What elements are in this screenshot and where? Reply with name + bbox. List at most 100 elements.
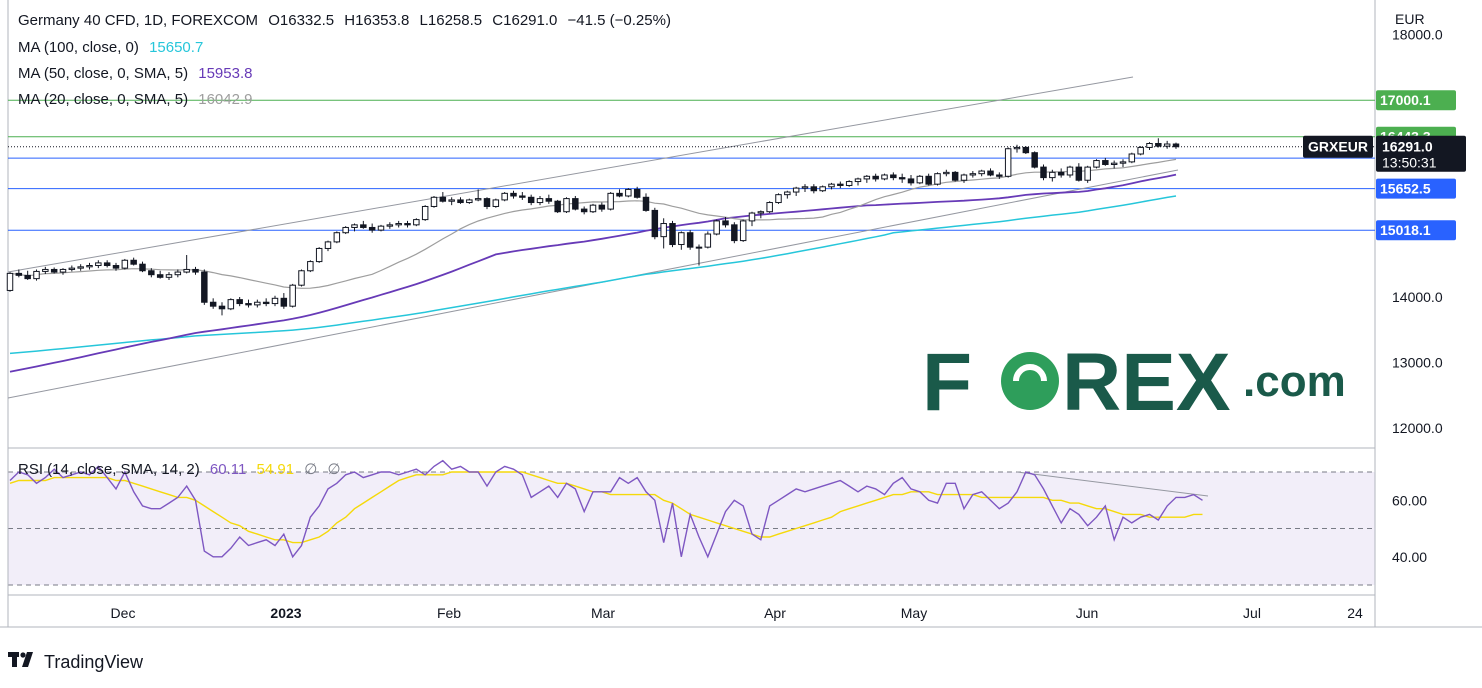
rsi-sma-line: [9, 471, 1203, 544]
ma50-legend[interactable]: MA (50, close, 0, SMA, 5) 15953.8: [18, 65, 258, 82]
candle: [103, 260, 111, 268]
candle-body-up: [792, 187, 800, 193]
candle-body-down: [1102, 160, 1109, 165]
candle-body-down: [996, 174, 1003, 177]
candle: [1163, 140, 1171, 149]
candle-body-up: [501, 192, 508, 201]
time-tick-label: Dec: [111, 605, 136, 621]
watermark-o-mark: [1013, 364, 1047, 382]
ma50-label: MA (50, close, 0, SMA, 5): [18, 65, 189, 82]
candle-body-up: [1119, 161, 1127, 164]
candle: [563, 197, 570, 214]
candle-body-down: [368, 226, 376, 231]
candle-body-up: [748, 212, 756, 222]
candle-body-up: [6, 272, 14, 291]
candle-body-up: [183, 268, 190, 273]
candle-body-down: [218, 305, 226, 310]
candle-body-down: [1040, 166, 1047, 179]
candle: [801, 184, 809, 193]
ohlc-low: L16258.5: [420, 12, 483, 29]
candle-body-up: [1066, 166, 1074, 176]
level-tag-bg-4: [1376, 178, 1456, 199]
level-tag-bg-1: [1376, 90, 1456, 111]
candle: [1004, 147, 1012, 178]
price-tick-label: 18000.0: [1392, 27, 1443, 43]
candle: [898, 173, 906, 183]
candle-body-down: [519, 195, 526, 198]
candle-body-up: [881, 174, 888, 180]
rsi-label: RSI (14, close, SMA, 14, 2): [18, 461, 200, 478]
candle-body-down: [360, 224, 367, 228]
candle-body-down: [633, 188, 641, 198]
candle: [86, 262, 93, 270]
candle: [792, 186, 800, 196]
price-tick-label: 13000.0: [1392, 355, 1443, 371]
tradingview-logo[interactable]: TradingView: [8, 651, 143, 674]
candle: [1057, 168, 1065, 178]
candle: [686, 230, 694, 250]
candle-body-up: [589, 204, 597, 213]
low-value: 16258.5: [427, 12, 483, 29]
candle-body-down: [545, 198, 553, 202]
candle: [1110, 160, 1118, 169]
candle: [713, 219, 720, 236]
candle-body-up: [1084, 166, 1091, 181]
candle-body-up: [289, 284, 296, 307]
candle-body-up: [960, 174, 968, 181]
candle-body-down: [580, 208, 588, 213]
ma50-value: 15953.8: [198, 65, 253, 82]
rsi-legend[interactable]: RSI (14, close, SMA, 14, 2) 60.11 54.91 …: [18, 460, 347, 478]
ma20-legend[interactable]: MA (20, close, 0, SMA, 5) 16042.9: [18, 91, 258, 108]
candle-body-down: [669, 223, 676, 246]
tradingview-label: TradingView: [44, 652, 144, 672]
candle: [448, 197, 455, 206]
candle-body-up: [739, 220, 747, 242]
tradingview-icon: [8, 651, 38, 674]
candle: [95, 260, 102, 269]
low-label: L: [419, 12, 428, 29]
candle-body-down: [1031, 152, 1038, 168]
candle-body-up: [86, 265, 93, 268]
candle-body-down: [130, 259, 137, 265]
candle: [77, 264, 84, 271]
candle: [987, 168, 994, 177]
candle-body-up: [536, 198, 544, 204]
candle: [890, 172, 897, 181]
candle: [262, 298, 270, 307]
candle-body-up: [324, 241, 332, 249]
candle: [1172, 142, 1180, 149]
ohlc-open: O16332.5: [268, 12, 334, 29]
candle-body-up: [492, 199, 500, 207]
candle: [589, 203, 597, 214]
candle: [333, 231, 341, 244]
candle-body-up: [934, 173, 941, 185]
candle: [1040, 164, 1047, 181]
rsi-sma-value: 54.91: [256, 461, 295, 478]
ma100-line: [9, 195, 1177, 355]
candle: [457, 197, 464, 204]
candle: [695, 244, 703, 266]
candle-body-up: [713, 220, 720, 235]
candle-body-up: [421, 205, 429, 221]
candle-body-up: [165, 274, 173, 278]
candle: [554, 199, 561, 214]
candle-body-up: [315, 247, 323, 263]
candle-body-up: [625, 188, 632, 197]
candle: [934, 172, 941, 186]
candle-body-down: [103, 262, 111, 267]
candle: [386, 222, 394, 229]
current-price-label: 16291.0: [1382, 139, 1433, 155]
candle-body-up: [1110, 162, 1118, 165]
level-tag-label-5: 15018.1: [1380, 222, 1431, 238]
candle-body-down: [907, 178, 915, 184]
candle-body-down: [598, 204, 606, 210]
candle: [492, 198, 500, 208]
candle: [148, 268, 155, 278]
candle-body-up: [448, 199, 455, 202]
candle: [360, 220, 367, 229]
candle-body-up: [1128, 153, 1136, 163]
candle-body-up: [678, 232, 685, 246]
ma100-legend[interactable]: MA (100, close, 0) 15650.7: [18, 39, 209, 56]
candle-body-down: [209, 301, 217, 307]
